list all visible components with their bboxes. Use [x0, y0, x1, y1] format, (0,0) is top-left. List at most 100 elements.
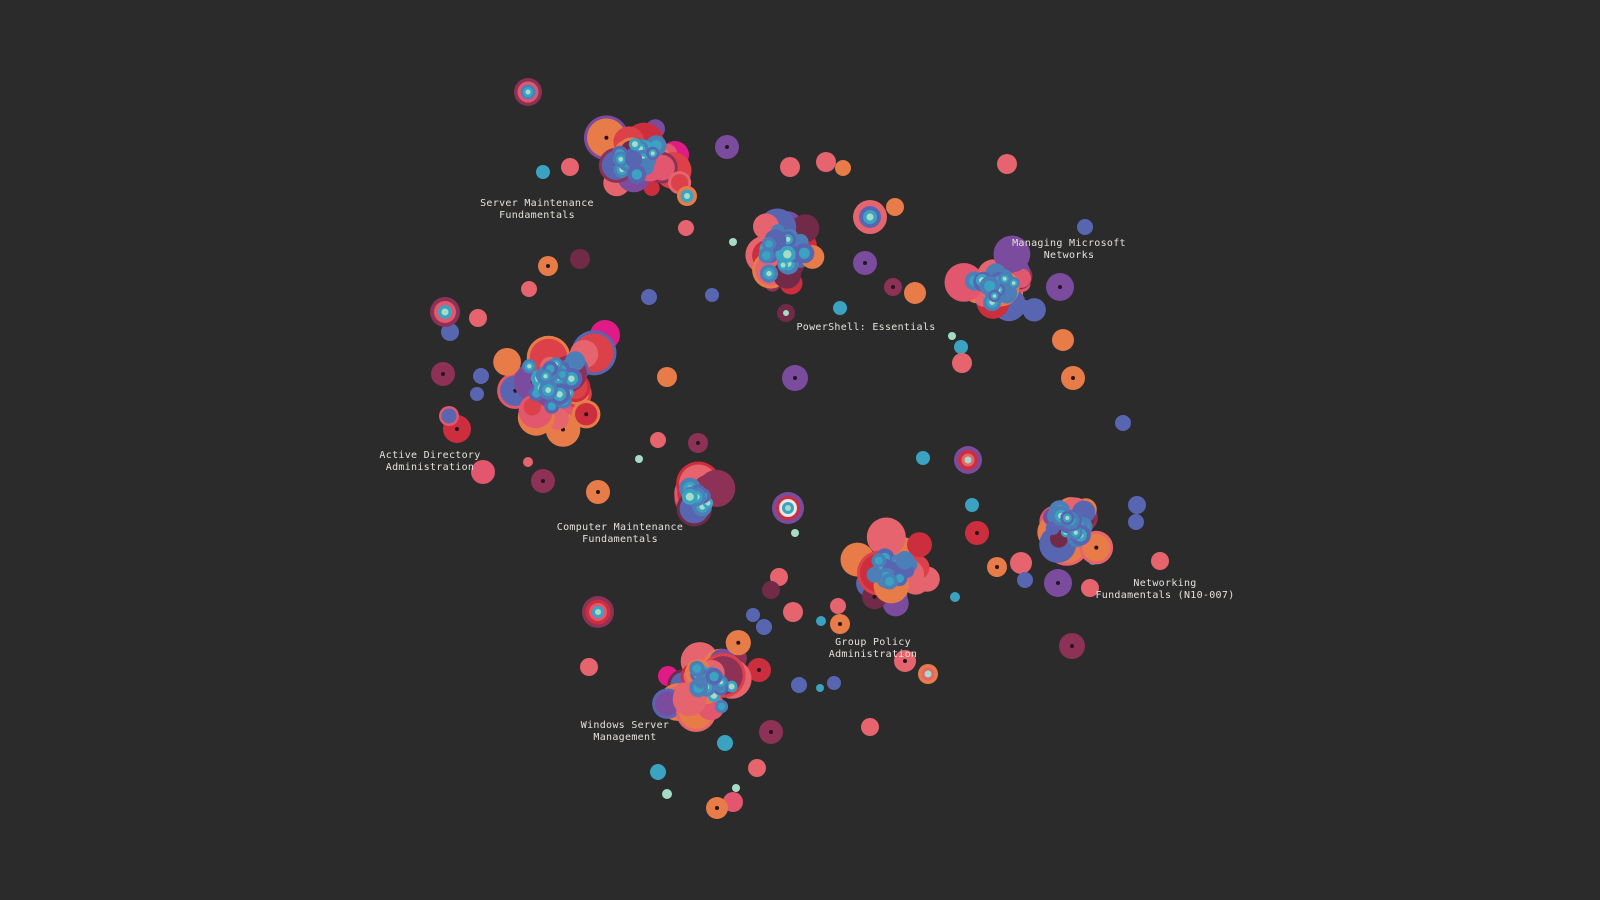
ring-bubble[interactable]	[964, 456, 972, 464]
core-bubble-inner[interactable]	[874, 556, 883, 565]
outlier-bubble[interactable]	[997, 154, 1017, 174]
core-bubble-inner[interactable]	[709, 671, 719, 682]
outlier-bubble[interactable]	[1128, 514, 1144, 530]
bubble-center-dot[interactable]	[1094, 545, 1099, 550]
outlier-bubble[interactable]	[570, 249, 590, 269]
bubble-center-dot[interactable]	[1070, 644, 1074, 648]
core-bubble-inner[interactable]	[692, 664, 702, 673]
core-bubble-inner[interactable]	[559, 371, 566, 378]
bubble-center-dot[interactable]	[757, 668, 761, 672]
outlier-bubble[interactable]	[791, 529, 799, 537]
outlier-bubble[interactable]	[861, 718, 879, 736]
core-bubble-inner[interactable]	[717, 702, 726, 711]
outlier-bubble[interactable]	[833, 301, 847, 315]
bubble-center-dot[interactable]	[541, 479, 545, 483]
ring-bubble[interactable]	[525, 89, 531, 95]
bubble-center-dot[interactable]	[903, 659, 907, 663]
halo-bubble[interactable]	[493, 348, 521, 376]
ring-bubble[interactable]	[783, 310, 789, 316]
core-bubble-center[interactable]	[785, 236, 791, 242]
outlier-bubble[interactable]	[650, 764, 666, 780]
outlier-bubble[interactable]	[561, 158, 579, 176]
outlier-bubble[interactable]	[717, 735, 733, 751]
bubble-center-dot[interactable]	[838, 622, 842, 626]
core-bubble-center[interactable]	[685, 492, 694, 501]
bubble-center-dot[interactable]	[441, 372, 445, 376]
bubble-center-dot[interactable]	[604, 135, 609, 140]
ring-bubble[interactable]	[866, 213, 874, 221]
bubble-center-dot[interactable]	[596, 490, 600, 494]
ring-bubble[interactable]	[595, 609, 601, 615]
bubble-center-dot[interactable]	[975, 531, 979, 535]
outlier-bubble[interactable]	[473, 368, 489, 384]
outlier-bubble[interactable]	[746, 608, 760, 622]
outlier-bubble[interactable]	[827, 676, 841, 690]
core-bubble-center[interactable]	[766, 270, 772, 277]
outlier-bubble[interactable]	[580, 658, 598, 676]
outlier-bubble[interactable]	[965, 498, 979, 512]
outlier-bubble[interactable]	[954, 340, 968, 354]
outlier-bubble[interactable]	[441, 323, 459, 341]
core-bubble-inner[interactable]	[765, 240, 773, 248]
outlier-bubble[interactable]	[521, 281, 537, 297]
core-bubble[interactable]	[895, 551, 914, 570]
bubble-center-dot[interactable]	[584, 412, 589, 417]
core-bubble-center[interactable]	[728, 683, 735, 690]
core-bubble-inner[interactable]	[547, 402, 556, 411]
bubble-center-dot[interactable]	[863, 261, 867, 265]
halo-bubble[interactable]	[1022, 298, 1046, 322]
ring-bubble[interactable]	[684, 193, 690, 199]
outlier-bubble[interactable]	[470, 387, 484, 401]
halo-bubble[interactable]	[866, 517, 906, 557]
outlier-bubble[interactable]	[1052, 329, 1074, 351]
core-bubble-center[interactable]	[618, 157, 624, 162]
outlier-bubble[interactable]	[816, 684, 824, 692]
outlier-bubble[interactable]	[916, 451, 930, 465]
bubble-center-dot[interactable]	[736, 640, 741, 645]
outlier-bubble[interactable]	[723, 792, 743, 812]
bubble-center-dot[interactable]	[872, 594, 877, 599]
ring-bubble[interactable]	[441, 408, 457, 424]
bubble-center-dot[interactable]	[995, 565, 999, 569]
bubble-center-dot[interactable]	[1071, 376, 1075, 380]
outlier-bubble[interactable]	[1017, 572, 1033, 588]
outlier-bubble[interactable]	[657, 367, 677, 387]
outlier-bubble[interactable]	[952, 353, 972, 373]
bubble-center-dot[interactable]	[725, 145, 729, 149]
core-bubble-center[interactable]	[1065, 515, 1070, 521]
bubble-center-dot[interactable]	[455, 427, 459, 431]
outlier-bubble[interactable]	[816, 616, 826, 626]
core-bubble-center[interactable]	[1073, 530, 1078, 535]
outlier-bubble[interactable]	[783, 602, 803, 622]
ring-bubble[interactable]	[924, 670, 932, 678]
outlier-bubble[interactable]	[1115, 415, 1131, 431]
core-bubble-center[interactable]	[1011, 281, 1016, 285]
core-bubble-center[interactable]	[1002, 276, 1007, 281]
outlier-bubble[interactable]	[650, 432, 666, 448]
bubble-center-dot[interactable]	[1058, 285, 1062, 289]
bubble-center-dot[interactable]	[546, 264, 550, 268]
bubble-center-dot[interactable]	[1056, 581, 1060, 585]
core-bubble-inner[interactable]	[885, 576, 894, 586]
outlier-bubble[interactable]	[756, 619, 772, 635]
outlier-bubble[interactable]	[1010, 552, 1032, 574]
outlier-bubble[interactable]	[762, 581, 780, 599]
outlier-bubble[interactable]	[729, 238, 737, 246]
outlier-bubble[interactable]	[471, 460, 495, 484]
core-bubble-center[interactable]	[568, 375, 575, 382]
outlier-bubble[interactable]	[641, 289, 657, 305]
outlier-bubble[interactable]	[732, 784, 740, 792]
outlier-bubble[interactable]	[770, 568, 788, 586]
bubble-center-dot[interactable]	[769, 730, 773, 734]
outlier-bubble[interactable]	[948, 332, 956, 340]
outlier-bubble[interactable]	[886, 198, 904, 216]
core-bubble-center[interactable]	[650, 151, 655, 156]
bubble-center-dot[interactable]	[715, 806, 719, 810]
core-bubble-center[interactable]	[556, 391, 563, 398]
outlier-bubble[interactable]	[1128, 496, 1146, 514]
outlier-bubble[interactable]	[748, 759, 766, 777]
outlier-bubble[interactable]	[1081, 579, 1099, 597]
outlier-bubble[interactable]	[662, 789, 672, 799]
outlier-bubble[interactable]	[816, 152, 836, 172]
